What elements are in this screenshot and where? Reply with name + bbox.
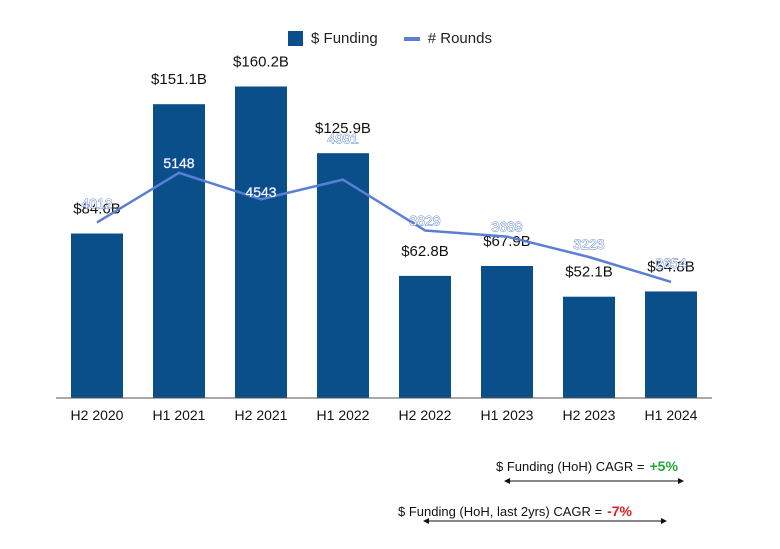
funding-bar <box>71 233 123 398</box>
funding-data-label: $160.2B <box>233 54 289 71</box>
funding-data-label: $84.6B <box>73 201 121 218</box>
funding-bar <box>645 291 697 398</box>
funding-data-label: $52.1B <box>565 264 613 281</box>
cagr-arrow-total <box>504 478 684 484</box>
funding-data-label: $54.8B <box>647 258 695 275</box>
funding-bar <box>481 265 533 398</box>
rounds-data-label: 3223 <box>573 236 604 252</box>
funding-data-label: $125.9B <box>315 120 371 137</box>
legend-item-funding: $ Funding <box>288 30 378 47</box>
rounds-data-label: 4991 <box>327 131 358 147</box>
rounds-data-label: 3829 <box>409 212 440 228</box>
cagr-value-2yr: -7% <box>607 503 633 519</box>
x-tick-label: H2 2022 <box>399 407 452 423</box>
x-tick-label: H1 2024 <box>645 407 698 423</box>
funding-bar <box>153 104 205 398</box>
legend: $ Funding # Rounds <box>0 30 780 47</box>
rounds-data-label: 4012 <box>81 195 112 211</box>
funding-data-label: $67.9B <box>483 233 531 250</box>
rounds-data-label: 2654 <box>655 255 686 271</box>
cagr-label-2yr: $ Funding (HoH, last 2yrs) CAGR = <box>398 504 603 519</box>
legend-swatch-funding <box>288 31 304 46</box>
x-tick-label: H1 2022 <box>317 407 370 423</box>
funding-data-label: $62.8B <box>401 243 449 260</box>
legend-label-funding: $ Funding <box>311 30 378 47</box>
legend-swatch-rounds <box>403 36 420 41</box>
legend-item-rounds: # Rounds <box>403 30 492 47</box>
cagr-annotation-2yr: $ Funding (HoH, last 2yrs) CAGR = -7% <box>398 503 632 519</box>
funding-bar <box>235 86 287 398</box>
cagr-arrow-2yr <box>423 518 667 524</box>
rounds-data-label: 3689 <box>491 219 522 235</box>
rounds-data-label: 5148 <box>163 155 194 171</box>
rounds-series-line <box>96 171 672 284</box>
x-tick-label: H1 2021 <box>153 407 206 423</box>
rounds-data-label: 4543 <box>245 184 276 200</box>
x-tick-label: H2 2020 <box>71 407 124 423</box>
legend-label-rounds: # Rounds <box>427 30 492 47</box>
x-tick-label: H2 2023 <box>563 407 616 423</box>
funding-bar <box>399 275 451 398</box>
funding-bar <box>563 296 615 398</box>
x-tick-label: H1 2023 <box>481 407 534 423</box>
x-tick-label: H2 2021 <box>235 407 288 423</box>
cagr-annotation-total: $ Funding (HoH) CAGR = +5% <box>496 458 678 474</box>
funding-data-label: $151.1B <box>151 71 207 88</box>
cagr-value-total: +5% <box>649 458 678 474</box>
funding-bar <box>317 153 369 398</box>
cagr-label-total: $ Funding (HoH) CAGR = <box>496 459 645 474</box>
